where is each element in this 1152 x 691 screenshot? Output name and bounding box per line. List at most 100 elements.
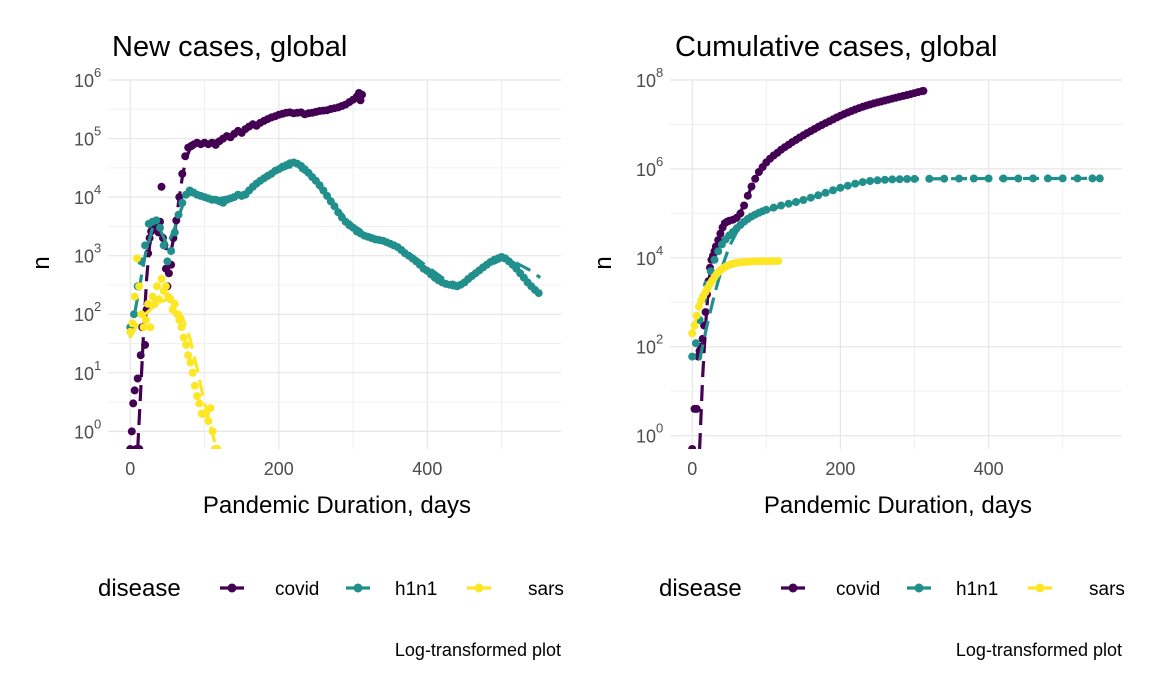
legend-label: covid <box>836 579 880 600</box>
series-covid <box>688 86 928 449</box>
legend-title: disease <box>659 575 742 602</box>
series-h1n1 <box>688 174 1104 361</box>
y-tick-label: 10 <box>74 422 94 442</box>
data-point <box>130 386 139 395</box>
y-tick-label: 10 <box>636 160 656 180</box>
data-point <box>940 174 949 183</box>
data-point <box>873 176 882 185</box>
y-tick-label: 10 <box>74 130 94 150</box>
data-point <box>692 404 701 413</box>
chart-title: New cases, global <box>112 31 347 63</box>
x-tick-label: 200 <box>264 459 294 479</box>
legend-key-point <box>788 583 798 593</box>
legend: disease covid h1n1 sars <box>98 575 564 602</box>
data-point <box>188 368 197 377</box>
data-point <box>206 404 215 413</box>
data-point <box>139 323 148 332</box>
plot-area <box>126 89 543 449</box>
caption: Log-transformed plot <box>395 640 561 660</box>
data-point <box>179 333 188 342</box>
legend-key-point <box>914 583 924 593</box>
y-tick-label: 10 <box>74 305 94 325</box>
y-tick-label: 10 <box>636 427 656 447</box>
data-point <box>184 351 193 360</box>
data-point <box>163 257 172 266</box>
y-tick-exponent: 0 <box>94 416 101 431</box>
data-point <box>534 289 543 298</box>
legend-key-point <box>474 583 484 593</box>
y-tick-label: 10 <box>74 247 94 267</box>
data-point <box>710 255 719 264</box>
trend-line <box>136 94 363 449</box>
series-sars <box>126 254 222 449</box>
data-point <box>141 241 150 250</box>
gridlines <box>670 79 1122 449</box>
y-tick-exponent: 2 <box>656 332 663 347</box>
y-tick-exponent: 1 <box>94 358 101 373</box>
data-point <box>129 399 138 408</box>
trend-line <box>698 89 924 449</box>
data-point <box>164 269 173 278</box>
data-point <box>688 445 697 449</box>
x-tick-label: 400 <box>412 459 442 479</box>
y-tick-exponent: 4 <box>656 243 663 258</box>
data-point <box>133 374 142 383</box>
legend-key-point <box>1035 583 1045 593</box>
legend-key-point <box>353 583 363 593</box>
x-axis-label: Pandemic Duration, days <box>764 492 1032 519</box>
x-tick-label: 0 <box>125 459 135 479</box>
data-point <box>190 381 199 390</box>
data-point <box>156 223 164 232</box>
data-point <box>358 90 366 99</box>
data-point <box>706 267 715 276</box>
data-point <box>213 445 222 449</box>
data-point <box>919 86 928 95</box>
data-point <box>1088 174 1097 183</box>
x-tick-label: 0 <box>687 459 697 479</box>
data-point <box>777 201 786 210</box>
y-tick-exponent: 0 <box>656 421 663 436</box>
series-h1n1 <box>126 158 543 338</box>
data-point <box>851 179 860 188</box>
legend-label: sars <box>528 579 564 600</box>
y-tick-label: 10 <box>74 188 94 208</box>
data-point <box>193 392 202 401</box>
data-point <box>153 282 161 291</box>
data-point <box>182 340 190 349</box>
series-covid <box>126 89 366 449</box>
y-tick-exponent: 2 <box>94 299 101 314</box>
y-axis-label: n <box>28 256 55 269</box>
y-tick-exponent: 3 <box>94 241 101 256</box>
data-marks <box>126 89 543 449</box>
y-tick-label: 10 <box>74 364 94 384</box>
data-point <box>204 417 213 426</box>
data-point <box>130 292 139 301</box>
data-point <box>895 175 904 184</box>
legend-title: disease <box>98 575 181 602</box>
trend-line <box>128 165 542 338</box>
y-axis-label: n <box>590 256 617 269</box>
trend-line <box>128 297 218 449</box>
data-point <box>195 399 204 408</box>
data-point <box>691 339 700 348</box>
y-tick-exponent: 5 <box>94 124 101 139</box>
data-point <box>133 254 141 263</box>
data-point <box>167 247 176 255</box>
data-point <box>1014 174 1023 183</box>
y-tick-label: 10 <box>636 249 656 269</box>
trend-line <box>698 176 1100 361</box>
legend-label: covid <box>275 579 319 600</box>
y-tick-exponent: 8 <box>656 65 663 80</box>
x-tick-label: 400 <box>974 459 1004 479</box>
data-point <box>135 282 144 291</box>
y-tick-exponent: 6 <box>94 65 101 80</box>
data-point <box>161 282 170 291</box>
y-tick-exponent: 6 <box>656 154 663 169</box>
y-tick-exponent: 4 <box>94 182 101 197</box>
data-point <box>127 427 136 436</box>
legend-label: sars <box>1089 579 1125 600</box>
y-tick-label: 10 <box>74 71 94 91</box>
